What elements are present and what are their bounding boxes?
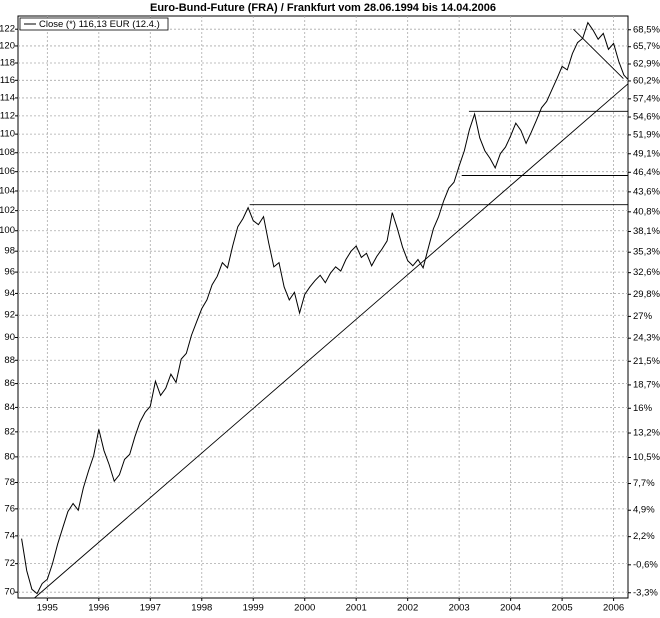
y2-tick-label: 21,5% xyxy=(633,356,660,367)
y-tick-label: 120 xyxy=(0,40,15,51)
y2-tick-label: 51,9% xyxy=(633,129,660,140)
y2-tick-label: 10,5% xyxy=(633,452,660,463)
y2-tick-label: 13,2% xyxy=(633,428,660,439)
y2-tick-label: 43,6% xyxy=(633,186,660,197)
price-line xyxy=(21,21,629,595)
y2-tick-label: 35,3% xyxy=(633,247,660,258)
y2-tick-label: 38,1% xyxy=(633,226,660,237)
y2-tick-label: 18,7% xyxy=(633,379,660,390)
y-tick-label: 82 xyxy=(4,426,15,437)
y2-tick-label: 60,2% xyxy=(633,75,660,86)
y-tick-label: 70 xyxy=(4,587,15,598)
legend-box xyxy=(19,17,169,31)
y-tick-label: 104 xyxy=(0,185,15,196)
y-tick-label: 94 xyxy=(4,288,15,299)
y2-tick-label: 24,3% xyxy=(633,333,660,344)
y-tick-label: 74 xyxy=(4,530,15,541)
x-tick-label: 2003 xyxy=(449,603,470,614)
y2-tick-label: 49,1% xyxy=(633,148,660,159)
x-tick-label: 1996 xyxy=(88,603,109,614)
plot-frame xyxy=(17,15,629,599)
y-tick-label: 118 xyxy=(0,58,15,69)
y2-tick-label: 16% xyxy=(633,403,653,414)
y-tick-label: 100 xyxy=(0,225,15,236)
x-tick-label: 1997 xyxy=(140,603,161,614)
y-tick-label: 106 xyxy=(0,166,15,177)
y2-tick-label: 4,9% xyxy=(633,505,655,516)
trend-line xyxy=(573,28,624,79)
y2-tick-label: 27% xyxy=(633,311,653,322)
y-tick-label: 92 xyxy=(4,310,15,321)
y-tick-label: 96 xyxy=(4,267,15,278)
y-tick-label: 98 xyxy=(4,246,15,257)
y-tick-label: 122 xyxy=(0,24,15,35)
legend-label: Close (*) 116,13 EUR (12.4.) xyxy=(39,19,160,30)
x-tick-label: 2002 xyxy=(397,603,418,614)
y2-tick-label: 32,6% xyxy=(633,267,660,278)
y2-tick-label: 68,5% xyxy=(633,24,660,35)
y-tick-label: 108 xyxy=(0,147,15,158)
y2-tick-label: 40,8% xyxy=(633,206,660,217)
y2-tick-label: 57,4% xyxy=(633,93,660,104)
y-tick-label: 76 xyxy=(4,503,15,514)
y2-tick-label: 62,9% xyxy=(633,59,660,70)
y2-tick-label: 29,8% xyxy=(633,289,660,300)
y-tick-label: 110 xyxy=(0,129,15,140)
y-tick-label: 80 xyxy=(4,451,15,462)
y-tick-label: 88 xyxy=(4,355,15,366)
y-tick-label: 112 xyxy=(0,110,15,121)
y2-tick-label: 2,2% xyxy=(633,531,655,542)
y-tick-label: 114 xyxy=(0,92,15,103)
x-tick-label: 2004 xyxy=(500,603,521,614)
y-tick-label: 78 xyxy=(4,477,15,488)
x-tick-label: 2005 xyxy=(552,603,573,614)
chart-title: Euro-Bund-Future (FRA) / Frankfurt vom 2… xyxy=(150,2,496,14)
y2-tick-label: -0,6% xyxy=(633,559,658,570)
y-tick-label: 102 xyxy=(0,205,15,216)
y-tick-label: 86 xyxy=(4,378,15,389)
y2-tick-label: -3,3% xyxy=(633,587,658,598)
y2-tick-label: 65,7% xyxy=(633,41,660,52)
trend-line xyxy=(34,83,629,599)
x-tick-label: 1999 xyxy=(243,603,264,614)
y-tick-label: 72 xyxy=(4,558,15,569)
y-tick-label: 84 xyxy=(4,402,15,413)
y-tick-label: 116 xyxy=(0,75,15,86)
x-tick-label: 2000 xyxy=(294,603,315,614)
x-tick-label: 1998 xyxy=(191,603,212,614)
y2-tick-label: 7,7% xyxy=(633,478,655,489)
y2-tick-label: 54,6% xyxy=(633,112,660,123)
y2-tick-label: 46,4% xyxy=(633,167,660,178)
x-tick-label: 2006 xyxy=(603,603,624,614)
x-tick-label: 2001 xyxy=(346,603,367,614)
y-tick-label: 90 xyxy=(4,332,15,343)
x-tick-label: 1995 xyxy=(37,603,58,614)
